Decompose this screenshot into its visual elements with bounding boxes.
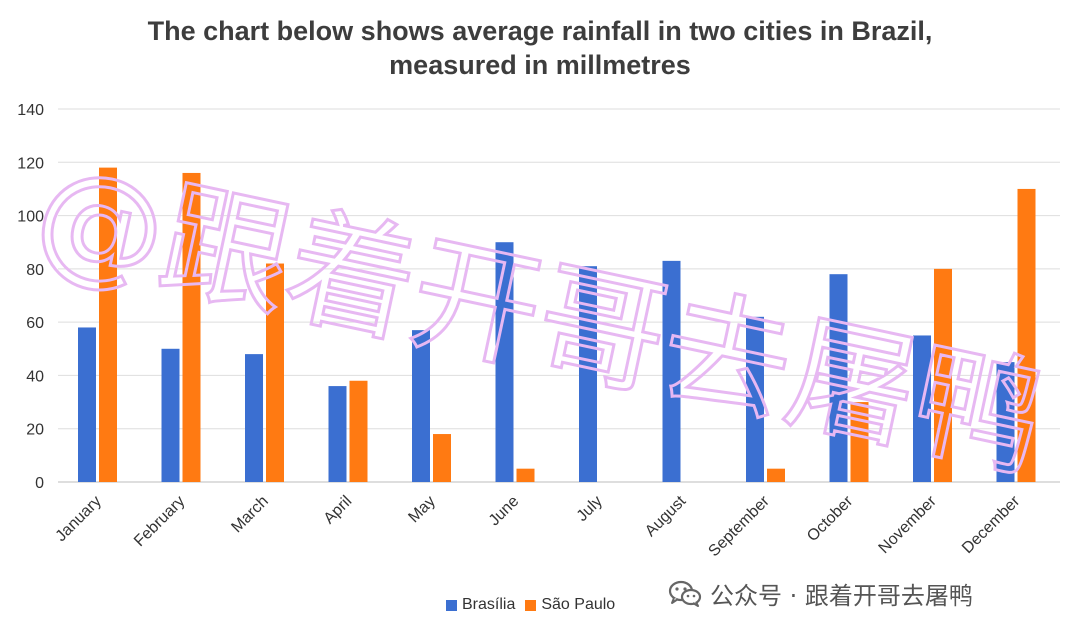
x-tick-label-january: January bbox=[53, 493, 105, 545]
bar-sopaulo-june bbox=[516, 468, 535, 482]
x-tick-label-december: December bbox=[959, 492, 1024, 557]
y-tick-label-60: 60 bbox=[26, 315, 44, 332]
wechat-account-label: 公众号 · 跟着开哥去屠鸭 bbox=[710, 581, 973, 610]
bar-braslia-june bbox=[495, 242, 514, 482]
y-tick-label-120: 120 bbox=[17, 155, 44, 172]
y-tick-label-80: 80 bbox=[26, 262, 44, 279]
x-tick-label-june: June bbox=[486, 493, 523, 530]
x-tick-label-november: November bbox=[876, 492, 941, 557]
x-tick-label-may: May bbox=[405, 493, 438, 526]
bar-sopaulo-december bbox=[1017, 188, 1036, 482]
bar-braslia-march bbox=[245, 354, 263, 482]
bar-braslia-may bbox=[412, 330, 430, 482]
y-tick-label-140: 140 bbox=[17, 102, 44, 119]
y-tick-label-0: 0 bbox=[35, 475, 44, 492]
legend-label-brasilia: Brasília bbox=[462, 596, 516, 613]
x-tick-label-april: April bbox=[321, 493, 356, 528]
legend-label-sao-paulo: São Paulo bbox=[541, 596, 616, 613]
bar-braslia-august bbox=[662, 260, 681, 482]
y-tick-label-40: 40 bbox=[26, 368, 44, 385]
bar-sopaulo-april bbox=[349, 380, 368, 482]
chart-legend: Brasília São Paulo bbox=[446, 596, 625, 614]
bar-sopaulo-may bbox=[433, 434, 451, 482]
x-tick-label-february: February bbox=[131, 493, 188, 550]
y-tick-label-100: 100 bbox=[17, 209, 44, 226]
x-tick-label-august: August bbox=[642, 492, 690, 540]
bar-sopaulo-march bbox=[266, 263, 284, 482]
legend-item-brasilia: Brasília bbox=[446, 596, 515, 614]
x-tick-label-october: October bbox=[804, 492, 857, 545]
bar-braslia-july bbox=[579, 266, 597, 482]
x-tick-label-july: July bbox=[574, 493, 606, 525]
bar-sopaulo-february bbox=[182, 172, 201, 482]
x-tick-label-march: March bbox=[228, 493, 271, 536]
bar-sopaulo-january bbox=[99, 167, 117, 482]
bar-braslia-april bbox=[328, 386, 347, 482]
x-tick-label-september: September bbox=[705, 492, 773, 560]
chart-title-line-2: measured in millmetres bbox=[389, 50, 691, 80]
bar-braslia-february bbox=[161, 348, 180, 482]
legend-swatch-sao-paulo bbox=[525, 599, 537, 611]
y-tick-label-20: 20 bbox=[26, 422, 44, 439]
chart-title-line-1: The chart below shows average rainfall i… bbox=[147, 16, 933, 46]
bar-braslia-october bbox=[829, 274, 848, 482]
bar-sopaulo-october bbox=[850, 402, 869, 482]
bar-sopaulo-september bbox=[767, 468, 785, 482]
bar-braslia-december bbox=[996, 362, 1015, 482]
bar-braslia-november bbox=[913, 335, 931, 482]
bar-sopaulo-november bbox=[934, 268, 952, 482]
wechat-account-tag: 公众号 · 跟着开哥去屠鸭 bbox=[668, 576, 973, 610]
bar-braslia-september bbox=[746, 316, 764, 482]
wechat-icon bbox=[668, 580, 702, 607]
chart-title: The chart below shows average rainfall i… bbox=[0, 14, 1080, 82]
legend-item-sao-paulo: São Paulo bbox=[525, 596, 615, 614]
legend-swatch-brasilia bbox=[446, 599, 457, 611]
bar-braslia-january bbox=[78, 327, 96, 482]
